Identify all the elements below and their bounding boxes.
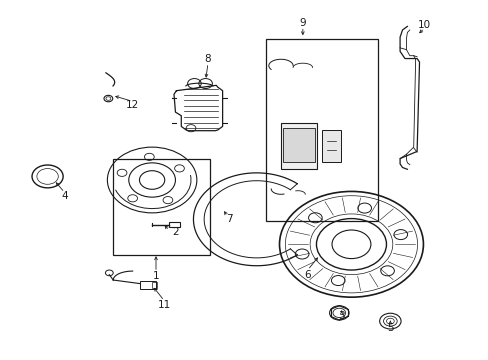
Text: 4: 4: [61, 191, 68, 201]
Bar: [322, 130, 340, 162]
Bar: [113, 158, 210, 255]
Text: 11: 11: [157, 300, 170, 310]
Bar: [169, 222, 180, 227]
Bar: [152, 282, 157, 288]
Text: 1: 1: [152, 271, 159, 282]
Text: 3: 3: [338, 311, 345, 321]
Text: 7: 7: [226, 214, 233, 224]
Bar: [281, 123, 317, 169]
Text: 10: 10: [417, 19, 430, 30]
Text: 5: 5: [386, 323, 393, 333]
Bar: [140, 281, 155, 289]
Bar: [266, 39, 377, 221]
Text: 12: 12: [126, 100, 139, 110]
Text: 6: 6: [304, 270, 310, 280]
Text: 9: 9: [299, 18, 305, 28]
Text: 8: 8: [204, 54, 211, 64]
Text: 2: 2: [172, 227, 179, 237]
Bar: [283, 128, 314, 162]
